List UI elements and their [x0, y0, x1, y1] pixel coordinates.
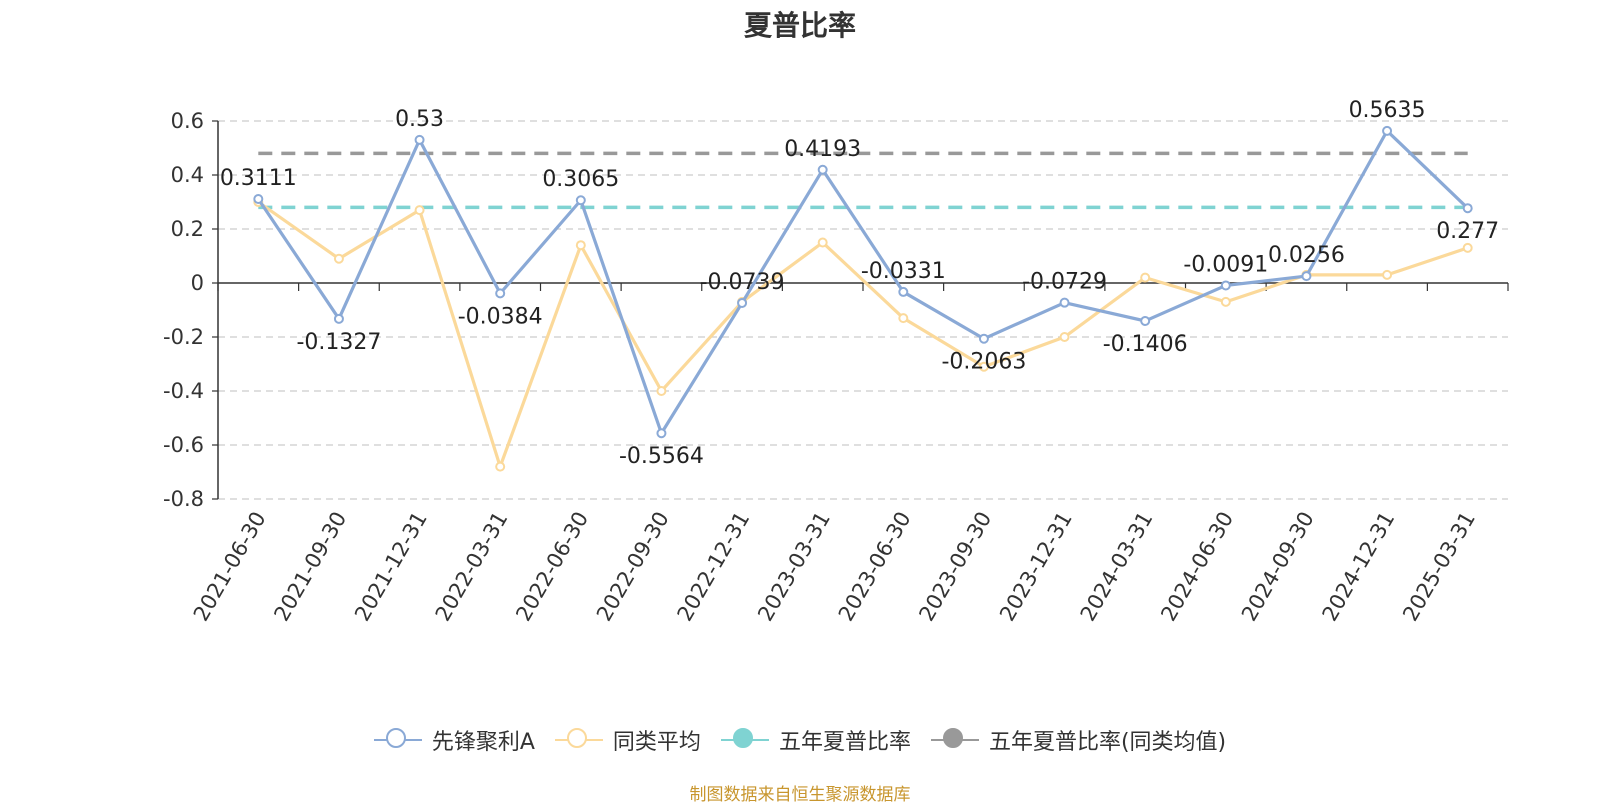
legend-fund-label: 先锋聚利A	[431, 730, 535, 755]
fund-data-label: -0.1406	[1103, 332, 1188, 357]
legend-item-five-year-sharpe[interactable]: 五年夏普比率	[720, 724, 911, 756]
fund-point	[1301, 271, 1312, 282]
x-tick-label: 2022-12-31	[673, 508, 755, 626]
fund-data-label: 0.3111	[220, 166, 297, 191]
legend-item-five-year-sharpe-peer[interactable]: 五年夏普比率(同类均值)	[930, 724, 1227, 756]
fund-point	[1140, 315, 1151, 326]
x-tick-label: 2021-12-31	[350, 508, 432, 626]
peer-average-point	[575, 240, 586, 251]
fund-data-label: 0.4193	[784, 137, 861, 162]
peer-average-line	[257, 200, 1469, 469]
x-tick-label: 2022-09-30	[592, 508, 674, 626]
fund-point	[656, 428, 667, 439]
fund-point	[817, 164, 828, 175]
peer-average-point	[333, 253, 344, 264]
fund-point	[1059, 297, 1070, 308]
fund-data-label: -0.0331	[861, 259, 946, 284]
fund-point	[575, 195, 586, 206]
peer-average-point	[414, 205, 425, 216]
fund-data-label: 0.0256	[1268, 243, 1345, 268]
y-tick-label: -0.8	[163, 487, 204, 511]
x-tick-label: 2023-06-30	[834, 508, 916, 626]
fund-point	[333, 313, 344, 324]
peer-average-point	[656, 386, 667, 396]
x-tick-label: 2023-12-31	[995, 508, 1077, 626]
fund-line	[256, 129, 1469, 435]
x-tick-label: 2024-12-31	[1318, 508, 1400, 626]
peer-average-point	[1059, 332, 1070, 342]
fund-point	[253, 194, 264, 205]
fund-data-label: -0.0739	[700, 270, 785, 295]
peer-average-point	[817, 237, 828, 248]
y-tick-label: -0.2	[163, 325, 204, 349]
legend-peer-average-label: 同类平均	[612, 730, 701, 755]
fund-point	[1220, 280, 1231, 291]
legend-peer-average-icon	[554, 727, 603, 753]
fund-data-label: -0.0384	[458, 304, 543, 329]
legend-five-year-sharpe-peer-label: 五年夏普比率(同类均值)	[988, 730, 1227, 755]
legend-five-year-sharpe-peer-icon	[930, 727, 979, 753]
x-tick-label: 2022-03-31	[431, 508, 513, 626]
y-tick-label: 0.2	[171, 217, 204, 241]
legend: 先锋聚利A 同类平均 五年夏普比率 五年夏普比率(同类均值)	[0, 722, 1600, 758]
fund-point	[495, 288, 506, 299]
peer-average-point	[495, 461, 506, 472]
peer-average-point	[1220, 296, 1231, 307]
y-tick-label: 0	[191, 271, 204, 295]
fund-point	[978, 333, 989, 344]
y-tick-label: -0.6	[163, 433, 204, 457]
y-tick-label: 0.4	[171, 163, 204, 187]
x-tick-label: 2021-09-30	[269, 508, 351, 626]
fund-data-label: -0.5564	[619, 444, 704, 469]
data-source-note: 制图数据来自恒生聚源数据库	[689, 785, 911, 805]
fund-point	[1462, 203, 1473, 214]
fund-point	[898, 286, 909, 297]
peer-average-point	[1140, 272, 1151, 283]
y-tick-label: -0.4	[163, 379, 204, 403]
chart-title: 夏普比率	[743, 9, 856, 42]
x-tick-label: 2024-03-31	[1076, 508, 1158, 626]
x-tick-label: 2024-09-30	[1237, 508, 1319, 626]
fund-data-label: -0.0091	[1183, 252, 1268, 277]
legend-item-fund[interactable]: 先锋聚利A	[373, 724, 535, 756]
x-tick-label: 2022-06-30	[511, 508, 593, 626]
fund-point	[1382, 125, 1393, 136]
legend-fund-icon	[373, 727, 422, 753]
fund-data-label: -0.2063	[941, 350, 1026, 375]
fund-data-label: 0.5635	[1349, 98, 1426, 123]
fund-data-label: 0.3065	[542, 167, 619, 192]
x-tick-label: 2024-06-30	[1156, 508, 1238, 626]
legend-five-year-sharpe-icon	[720, 727, 769, 753]
x-tick-label: 2025-03-31	[1398, 508, 1480, 626]
fund-data-label: -0.1327	[296, 330, 381, 355]
fund-data-label: 0.53	[395, 107, 444, 132]
x-tick-label: 2023-03-31	[753, 508, 835, 626]
x-tick-label: 2023-09-30	[914, 508, 996, 626]
y-tick-label: 0.6	[171, 109, 204, 133]
fund-data-label: -0.0729	[1022, 270, 1107, 295]
legend-item-peer-average[interactable]: 同类平均	[554, 724, 701, 756]
fund-data-label: 0.277	[1436, 219, 1499, 244]
peer-average-point	[1382, 269, 1393, 280]
fund-point	[414, 134, 425, 145]
peer-average-point	[1462, 242, 1473, 253]
peer-average-point	[978, 361, 989, 372]
x-tick-label: 2021-06-30	[189, 508, 271, 626]
peer-average-point	[898, 313, 909, 324]
fund-point	[737, 297, 748, 308]
legend-five-year-sharpe-label: 五年夏普比率	[778, 730, 911, 755]
